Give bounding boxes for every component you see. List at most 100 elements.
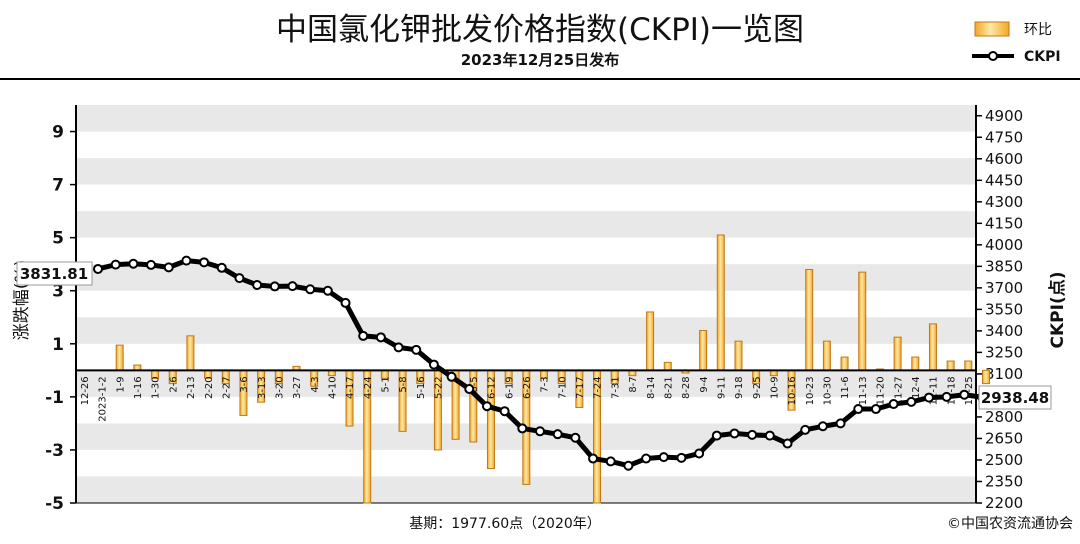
ckpi-point: [800, 424, 811, 435]
bar: [928, 323, 937, 371]
ckpi-point: [694, 448, 705, 459]
ckpi-point: [446, 371, 457, 382]
ckpi-point: [252, 279, 263, 290]
right-tick-label: 3850: [985, 257, 1023, 275]
grid-band: [76, 211, 976, 238]
right-tick-label: 2200: [985, 494, 1023, 512]
ckpi-point: [923, 392, 934, 403]
ckpi-point: [464, 383, 475, 394]
ckpi-point: [375, 332, 386, 343]
ckpi-point: [411, 344, 422, 355]
x-tick-label: 4-24: [363, 376, 374, 399]
x-tick-label: 12-26: [80, 376, 91, 405]
x-tick-label: 12-4: [911, 376, 922, 399]
ckpi-point: [517, 423, 528, 434]
ckpi-point: [199, 257, 210, 268]
ckpi-point: [499, 406, 510, 417]
ckpi-point: [676, 452, 687, 463]
ckpi-point: [322, 285, 333, 296]
ckpi-point: [340, 297, 351, 308]
ckpi-point: [287, 281, 298, 292]
x-tick-label: 5-16: [416, 376, 427, 399]
x-tick-label: 2-6: [168, 376, 179, 392]
bar: [186, 335, 195, 371]
ckpi-point: [393, 342, 404, 353]
x-tick-label: 10-23: [805, 376, 816, 405]
x-tick-label: 3-13: [257, 376, 268, 399]
ckpi-point: [906, 396, 917, 407]
ckpi-point: [817, 421, 828, 432]
x-tick-label: 9-11: [716, 376, 727, 399]
ckpi-point: [658, 452, 669, 463]
legend-line-marker: [988, 51, 998, 61]
right-tick-label: 2350: [985, 472, 1023, 490]
x-tick-label: 4-3: [310, 376, 321, 392]
ckpi-point: [269, 281, 280, 292]
ckpi-point: [181, 255, 192, 266]
x-tick-label: 7-3: [540, 376, 551, 392]
x-tick-label: 7-24: [593, 376, 604, 399]
x-tick-label: 11-13: [858, 376, 869, 405]
base-period-note: 基期：1977.60点（2020年）: [409, 515, 601, 532]
bar: [840, 356, 849, 371]
right-tick-label: 2800: [985, 408, 1023, 426]
x-tick-label: 11-6: [840, 376, 851, 399]
x-tick-label: 10-16: [787, 376, 798, 405]
left-tick-label: 5: [52, 229, 64, 249]
ckpi-point: [428, 359, 439, 370]
left-tick-label: 7: [52, 176, 64, 196]
ckpi-point: [481, 401, 492, 412]
left-tick-label: -3: [45, 441, 64, 461]
x-tick-label: 8-7: [628, 376, 639, 392]
x-tick-label: 3-20: [274, 376, 285, 399]
ckpi-point: [305, 284, 316, 295]
x-tick-label: 9-18: [734, 376, 745, 399]
x-tick-label: 2-20: [204, 376, 215, 399]
ckpi-point: [588, 453, 599, 464]
copyright-note: ©中国农资流通协会: [947, 516, 1073, 532]
ckpi-point: [959, 389, 970, 400]
bar: [964, 360, 973, 371]
bar: [663, 361, 672, 371]
x-tick-label: 4-10: [328, 376, 339, 399]
x-tick-label: 3-27: [292, 376, 303, 399]
left-tick-label: 1: [52, 335, 64, 355]
ckpi-point: [358, 330, 369, 341]
bar: [646, 311, 655, 371]
bar: [699, 330, 708, 371]
ckpi-point: [764, 430, 775, 441]
x-tick-label: 6-19: [504, 376, 515, 399]
x-tick-label: 8-21: [663, 376, 674, 399]
left-tick-label: 9: [52, 123, 64, 143]
ckpi-point: [623, 460, 634, 471]
right-tick-label: 4450: [985, 171, 1023, 189]
ckpi-point: [146, 259, 157, 270]
bar: [893, 336, 902, 371]
legend-bar-label: 环比: [1024, 22, 1052, 38]
bar: [858, 271, 867, 371]
first-point-label: 3831.81: [20, 265, 88, 283]
right-tick-label: 2650: [985, 429, 1023, 447]
x-tick-label: 3-6: [239, 376, 250, 392]
legend: 环比 CKPI: [972, 21, 1061, 65]
bar: [822, 340, 831, 371]
ckpi-point: [641, 453, 652, 464]
right-tick-label: 4300: [985, 193, 1023, 211]
right-tick-label: 4750: [985, 128, 1023, 146]
chart-title: 中国氯化钾批发价格指数(CKPI)一览图: [276, 12, 804, 48]
ckpi-point: [747, 429, 758, 440]
x-tick-label: 11-27: [893, 376, 904, 405]
x-tick-label: 12-18: [946, 376, 957, 405]
x-tick-label: 12-11: [929, 376, 940, 405]
x-tick-label: 5-1: [381, 376, 392, 392]
x-tick-label: 8-28: [681, 376, 692, 399]
chart-subtitle: 2023年12月25日发布: [461, 51, 620, 69]
ckpi-point: [853, 404, 864, 415]
x-tick-label: 4-17: [345, 376, 356, 399]
ckpi-point: [552, 429, 563, 440]
line-series: [93, 255, 987, 471]
bar: [982, 369, 990, 385]
x-tick-label: 7-17: [575, 376, 586, 399]
right-tick-label: 3400: [985, 322, 1023, 340]
